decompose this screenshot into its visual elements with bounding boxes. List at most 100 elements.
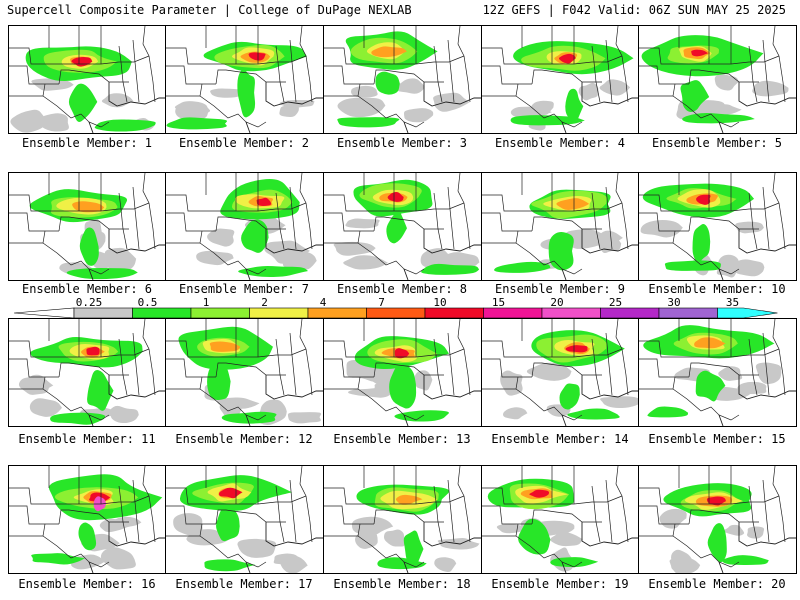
colorbar-tick-label: 1 [202, 296, 210, 309]
member-map-panel [8, 172, 167, 281]
colorbar-swatch [658, 307, 718, 319]
run-valid-time: 12Z GEFS | F042 Valid: 06Z SUN MAY 25 20… [482, 3, 786, 17]
member-caption: Ensemble Member: 11 [18, 432, 156, 446]
member-caption: Ensemble Member: 2 [178, 136, 310, 150]
member-map-panel [481, 172, 640, 281]
state-borders [482, 173, 639, 280]
state-borders [324, 466, 481, 573]
scp-field-map [166, 173, 323, 280]
scp-field-map [639, 26, 796, 133]
scp-shading [31, 474, 163, 570]
member-caption: Ensemble Member: 17 [175, 577, 313, 591]
scp-shading [178, 326, 322, 426]
member-map-panel [638, 465, 797, 574]
state-borders [639, 173, 796, 280]
member-map-panel [165, 465, 324, 574]
colorbar-tick-label: 25 [608, 296, 623, 309]
colorbar-swatch [249, 307, 309, 319]
scp-shading [641, 35, 789, 124]
colorbar-tick-label: 0.5 [137, 296, 158, 309]
member-caption: Ensemble Member: 8 [336, 282, 468, 296]
member-map-panel [165, 172, 324, 281]
colorbar-tick-label: 20 [550, 296, 564, 309]
scp-field-map [9, 466, 166, 573]
scp-field-map [639, 466, 796, 573]
member-map-panel [481, 318, 640, 427]
member-caption: Ensemble Member: 5 [651, 136, 783, 150]
member-map-panel [165, 318, 324, 427]
state-borders [482, 26, 639, 133]
state-borders [9, 173, 166, 280]
member-map-panel [638, 25, 797, 134]
colorbar-swatch [132, 307, 192, 319]
member-caption: Ensemble Member: 3 [336, 136, 468, 150]
scp-field-map [9, 319, 166, 426]
state-borders [324, 319, 481, 426]
scp-field-map [639, 173, 796, 280]
member-map-panel [638, 318, 797, 427]
color-scale-bar [14, 306, 788, 320]
member-caption: Ensemble Member: 4 [494, 136, 626, 150]
scp-shading [196, 178, 317, 278]
state-borders [324, 173, 481, 280]
scp-field-map [9, 26, 166, 133]
member-caption: Ensemble Member: 12 [175, 432, 313, 446]
member-caption: Ensemble Member: 13 [333, 432, 471, 446]
member-caption: Ensemble Member: 10 [648, 282, 786, 296]
scp-shading [333, 179, 480, 275]
member-caption: Ensemble Member: 14 [491, 432, 629, 446]
colorbar-tick-label: 10 [433, 296, 447, 309]
scp-field-map [9, 173, 166, 280]
colorbar-swatch [424, 307, 484, 319]
scp-field-map [324, 466, 481, 573]
member-map-panel [323, 318, 482, 427]
colorbar-tick-label: 2 [261, 296, 268, 309]
state-borders [166, 173, 323, 280]
scp-shading [640, 183, 765, 278]
state-borders [9, 466, 166, 573]
scp-shading [351, 484, 480, 573]
member-caption: Ensemble Member: 18 [333, 577, 471, 591]
state-borders [639, 319, 796, 426]
scp-field-map [166, 319, 323, 426]
scp-shading [346, 336, 449, 422]
colorbar-tick-label: 35 [725, 296, 740, 309]
member-map-panel [323, 25, 482, 134]
scp-shading [500, 330, 639, 420]
state-borders [639, 26, 796, 133]
member-map-panel [8, 465, 167, 574]
member-caption: Ensemble Member: 9 [494, 282, 626, 296]
member-caption: Ensemble Member: 1 [21, 136, 153, 150]
colorbar-tick-label: 15 [491, 296, 506, 309]
member-caption: Ensemble Member: 6 [21, 282, 153, 296]
state-borders [324, 26, 481, 133]
member-map-panel [8, 25, 167, 134]
colorbar-high-arrow [717, 307, 778, 319]
scp-field-map [482, 319, 639, 426]
member-caption: Ensemble Member: 16 [18, 577, 156, 591]
colorbar-swatch [307, 307, 367, 319]
scp-field-map [482, 466, 639, 573]
state-borders [639, 466, 796, 573]
member-map-panel [8, 318, 167, 427]
colorbar-swatch [483, 307, 543, 319]
scp-shading [337, 31, 470, 128]
state-borders [9, 26, 166, 133]
scp-shading [10, 46, 156, 133]
member-caption: Ensemble Member: 20 [648, 577, 786, 591]
member-map-panel [481, 465, 640, 574]
member-caption: Ensemble Member: 19 [491, 577, 629, 591]
scp-shading [659, 483, 769, 573]
state-borders [166, 26, 323, 133]
colorbar-tick-label: 30 [667, 296, 681, 309]
member-caption: Ensemble Member: 7 [178, 282, 310, 296]
scp-shading [510, 41, 634, 131]
scp-shading [643, 325, 782, 418]
colorbar-swatch [73, 307, 133, 319]
scp-field-map [482, 26, 639, 133]
state-borders [166, 466, 323, 573]
scp-shading [173, 475, 308, 573]
colorbar-tick-label: 0.25 [75, 296, 103, 309]
member-map-panel [323, 465, 482, 574]
state-borders [9, 319, 166, 426]
